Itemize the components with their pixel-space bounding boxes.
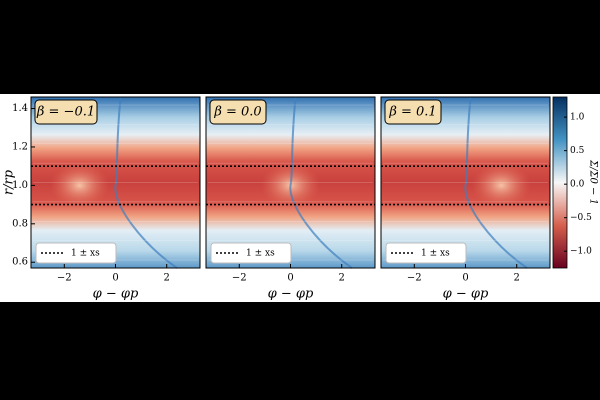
legend-box <box>35 242 117 264</box>
panel-title: β = 0.0 <box>213 105 261 120</box>
legend-box <box>385 242 467 264</box>
y-tick-label: 1.4 <box>12 103 28 114</box>
x-tick-label: 2 <box>164 273 170 284</box>
y-axis-label: r/rp <box>2 169 17 195</box>
y-tick-label: 1.2 <box>12 141 28 152</box>
legend-box <box>210 242 292 264</box>
x-tick-label: −2 <box>407 273 422 284</box>
x-tick-label: 2 <box>339 273 345 284</box>
x-axis-label: φ − φp <box>268 287 314 302</box>
wake <box>114 96 178 269</box>
x-tick-label: 2 <box>514 273 520 284</box>
x-tick-label: −2 <box>232 273 247 284</box>
colorbar-tick-label: −0.5 <box>570 213 592 223</box>
colorbar <box>552 96 568 269</box>
colorbar-tick-label: −1.0 <box>570 247 592 257</box>
title-box <box>384 99 442 125</box>
colorbar-tick-label: 0.5 <box>570 146 585 156</box>
title-box <box>34 99 98 125</box>
colorbar-tick-label: 1.0 <box>570 113 585 123</box>
x-tick-label: −2 <box>57 273 72 284</box>
vortex <box>471 163 532 208</box>
legend-label: 1 ± xs <box>421 249 450 259</box>
panel-title: β = −0.1 <box>36 105 95 120</box>
x-axis-label: φ − φp <box>443 287 489 302</box>
x-tick-label: 0 <box>462 273 468 284</box>
legend-label: 1 ± xs <box>71 249 100 259</box>
legend-label: 1 ± xs <box>246 249 275 259</box>
panel-title: β = 0.1 <box>388 105 436 120</box>
colorbar-label: Σ/Σ0 − 1 <box>588 159 599 205</box>
vortex <box>49 163 110 208</box>
wake <box>289 96 353 269</box>
colorbar-tick-label: 0.0 <box>570 180 585 190</box>
y-tick-label: 1.0 <box>12 180 28 191</box>
x-tick-label: 0 <box>287 273 293 284</box>
wake <box>464 96 528 269</box>
y-tick-label: 0.6 <box>12 257 28 268</box>
y-tick-label: 0.8 <box>12 218 28 229</box>
title-box <box>209 99 267 125</box>
x-axis-label: φ − φp <box>93 287 139 302</box>
x-tick-label: 0 <box>112 273 118 284</box>
